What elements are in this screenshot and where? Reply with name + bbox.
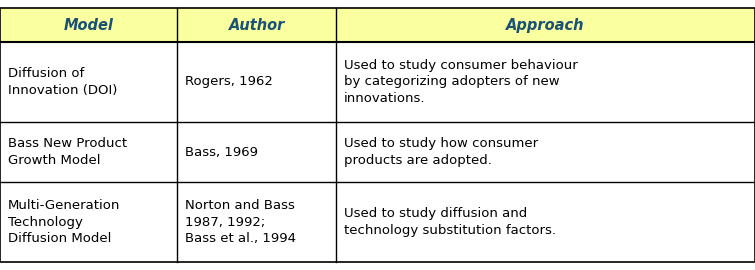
Text: Bass New Product
Growth Model: Bass New Product Growth Model xyxy=(8,137,127,167)
Text: Multi-Generation
Technology
Diffusion Model: Multi-Generation Technology Diffusion Mo… xyxy=(8,199,120,245)
Text: Used to study diffusion and
technology substitution factors.: Used to study diffusion and technology s… xyxy=(344,207,556,237)
Text: Bass, 1969: Bass, 1969 xyxy=(185,146,258,158)
Text: Rogers, 1962: Rogers, 1962 xyxy=(185,75,273,89)
Text: Used to study how consumer
products are adopted.: Used to study how consumer products are … xyxy=(344,137,538,167)
Bar xyxy=(0,8,755,42)
Text: Model: Model xyxy=(63,18,114,32)
Text: Approach: Approach xyxy=(507,18,584,32)
Text: Author: Author xyxy=(229,18,285,32)
Text: Used to study consumer behaviour
by categorizing adopters of new
innovations.: Used to study consumer behaviour by cate… xyxy=(344,59,578,105)
Bar xyxy=(0,42,755,262)
Text: Diffusion of
Innovation (DOI): Diffusion of Innovation (DOI) xyxy=(8,67,117,97)
Text: Norton and Bass
1987, 1992;
Bass et al., 1994: Norton and Bass 1987, 1992; Bass et al.,… xyxy=(185,199,296,245)
